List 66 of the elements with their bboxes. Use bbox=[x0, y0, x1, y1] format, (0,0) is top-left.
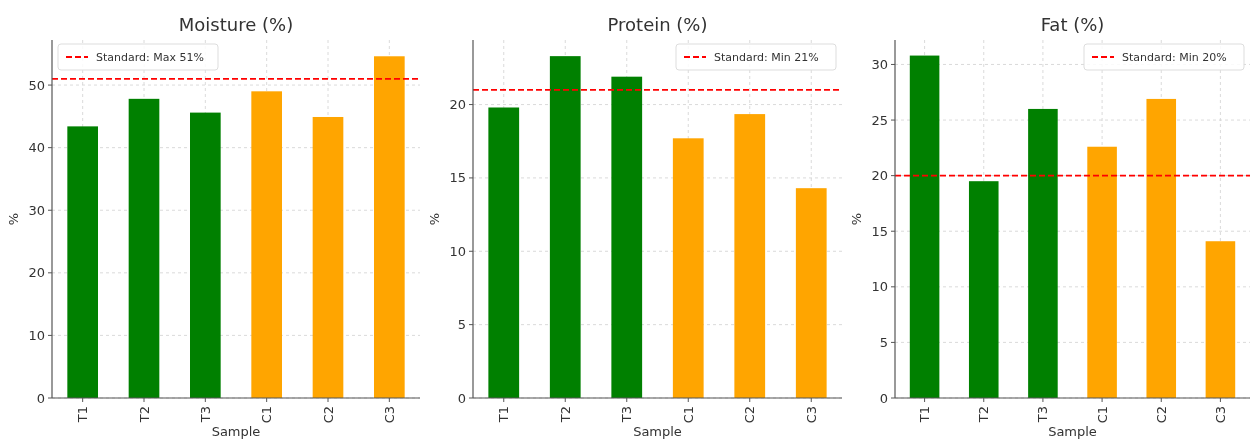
x-tick-label: C3 bbox=[1212, 406, 1228, 424]
y-tick-label: 0 bbox=[36, 390, 45, 406]
legend-label: Standard: Min 21% bbox=[714, 50, 819, 64]
x-tick-label: T2 bbox=[557, 406, 573, 424]
bar bbox=[312, 116, 344, 398]
x-tick-label: C1 bbox=[680, 406, 696, 424]
bar bbox=[190, 112, 221, 398]
y-tick-label: 5 bbox=[879, 334, 888, 350]
y-tick-label: 0 bbox=[879, 390, 888, 406]
y-tick-label: 30 bbox=[871, 57, 888, 73]
x-tick-label: C3 bbox=[803, 406, 819, 424]
legend-label: Standard: Min 20% bbox=[1122, 50, 1227, 64]
x-tick-label: T1 bbox=[75, 406, 91, 424]
bar bbox=[488, 107, 520, 398]
y-axis-title: % bbox=[6, 212, 21, 226]
y-tick-label: 20 bbox=[871, 168, 888, 184]
y-tick-label: 20 bbox=[28, 265, 45, 281]
bar bbox=[1146, 98, 1177, 398]
x-axis-title: Sample bbox=[211, 424, 261, 439]
y-axis-title: % bbox=[849, 212, 864, 226]
legend-label: Standard: Max 51% bbox=[96, 50, 204, 64]
y-tick-label: 40 bbox=[28, 140, 45, 156]
bar bbox=[251, 91, 282, 398]
y-tick-label: 20 bbox=[449, 97, 466, 113]
x-tick-label: T1 bbox=[496, 406, 512, 424]
bar bbox=[672, 138, 704, 398]
chart-title: Protein (%) bbox=[607, 14, 708, 35]
x-tick-label: C1 bbox=[1094, 406, 1110, 424]
x-tick-label: C2 bbox=[320, 406, 336, 424]
x-tick-label: T2 bbox=[976, 406, 992, 424]
y-tick-label: 10 bbox=[449, 243, 466, 259]
x-tick-label: C1 bbox=[259, 406, 275, 424]
y-tick-label: 10 bbox=[28, 327, 45, 343]
x-tick-label: T1 bbox=[917, 406, 933, 424]
y-tick-label: 50 bbox=[28, 77, 45, 93]
y-axis-title: % bbox=[427, 212, 442, 226]
x-tick-label: T3 bbox=[619, 406, 635, 424]
chart-title: Moisture (%) bbox=[178, 14, 294, 35]
bar bbox=[611, 76, 643, 398]
y-tick-label: 10 bbox=[871, 279, 888, 295]
y-tick-label: 25 bbox=[871, 112, 888, 128]
bar bbox=[795, 188, 827, 398]
y-tick-label: 15 bbox=[449, 170, 466, 186]
bar bbox=[549, 56, 581, 398]
bar bbox=[1087, 146, 1117, 398]
x-tick-label: C2 bbox=[742, 406, 758, 424]
x-tick-label: C3 bbox=[381, 406, 397, 424]
y-tick-label: 0 bbox=[457, 390, 466, 406]
x-tick-label: T2 bbox=[136, 406, 152, 424]
x-tick-label: T3 bbox=[1035, 406, 1051, 424]
bar bbox=[374, 56, 405, 398]
x-axis-title: Sample bbox=[1048, 424, 1097, 439]
bar bbox=[734, 114, 766, 398]
chart-title: Fat (%) bbox=[1040, 14, 1105, 35]
bar bbox=[128, 98, 160, 398]
bar bbox=[1205, 241, 1236, 398]
y-tick-label: 15 bbox=[871, 223, 888, 239]
y-tick-label: 5 bbox=[457, 317, 466, 333]
x-tick-label: C2 bbox=[1153, 406, 1169, 424]
x-tick-label: T3 bbox=[197, 406, 213, 424]
bar bbox=[909, 55, 940, 398]
bar bbox=[67, 126, 98, 398]
x-axis-title: Sample bbox=[633, 424, 682, 439]
y-tick-label: 30 bbox=[28, 202, 45, 218]
bar bbox=[968, 181, 999, 398]
bar bbox=[1028, 108, 1058, 398]
